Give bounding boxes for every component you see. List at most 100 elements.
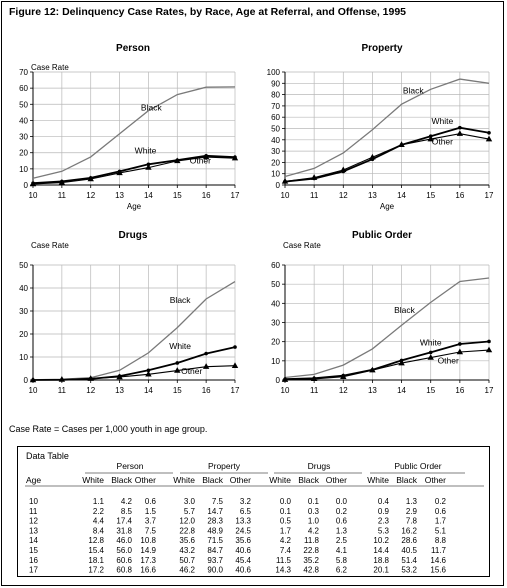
y-tick-label: 30 [19, 133, 28, 142]
data-point-other [485, 135, 493, 142]
table-cell: 5.3 [378, 526, 390, 535]
data-point-other [116, 373, 123, 380]
table-cell: 0.1 [280, 507, 292, 516]
table-cell: 16.2 [401, 526, 417, 535]
y-tick-label: 30 [19, 307, 28, 316]
table-cell-age: 10 [29, 497, 38, 506]
table-subheader: Other [425, 475, 446, 485]
table-cell: 12.8 [88, 536, 104, 545]
x-tick-label: 12 [86, 386, 95, 395]
table-subheader: White [269, 475, 291, 485]
table-cell: 51.4 [401, 556, 417, 565]
data-table-title: Data Table [26, 451, 69, 461]
data-point-other [231, 154, 239, 161]
table-cell: 18.1 [88, 556, 104, 565]
y-tick-label: 10 [271, 357, 280, 366]
table-subheader: White [367, 475, 389, 485]
table-cell: 2.3 [378, 517, 390, 526]
x-tick-label: 10 [281, 386, 290, 395]
table-cell: 3.2 [240, 497, 252, 506]
y-tick-label: 20 [271, 158, 280, 167]
table-cell: 1.7 [435, 517, 447, 526]
table-cell: 35.6 [235, 536, 251, 545]
x-tick-label: 11 [58, 191, 67, 200]
table-group-header: Public Order [394, 461, 441, 471]
table-cell: 0.6 [435, 507, 447, 516]
table-cell: 7.4 [280, 546, 292, 555]
x-tick-label: 14 [144, 191, 153, 200]
series-label: Other [181, 366, 202, 376]
table-group-header: Person [117, 461, 144, 471]
y-tick-label: 40 [271, 299, 280, 308]
x-tick-label: 13 [115, 386, 124, 395]
y-tick-label: 10 [19, 353, 28, 362]
x-tick-label: 17 [231, 191, 240, 200]
data-point-other [427, 354, 434, 360]
data-point-other [427, 135, 434, 142]
data-point-white [175, 361, 180, 365]
y-tick-label: 0 [24, 181, 29, 190]
x-tick-label: 14 [397, 386, 406, 395]
figure-title: Figure 12: Delinquency Case Rates, by Ra… [9, 6, 407, 18]
table-cell: 4.2 [280, 536, 292, 545]
table-cell: 46.0 [116, 536, 132, 545]
data-point-white [487, 339, 491, 344]
series-label: Other [190, 156, 211, 166]
x-tick-label: 12 [339, 191, 348, 200]
x-tick-label: 16 [455, 191, 464, 200]
table-cell: 42.8 [303, 566, 319, 575]
y-tick-label: 60 [271, 261, 280, 270]
data-point-other [369, 153, 376, 160]
table-cell: 15.4 [88, 546, 104, 555]
y-tick-label: 100 [267, 68, 281, 77]
data-point-other [145, 164, 152, 170]
table-cell: 90.0 [207, 566, 223, 575]
y-tick-label: 20 [271, 338, 280, 347]
data-point-white [458, 125, 462, 130]
table-cell: 43.2 [179, 546, 195, 555]
data-point-other [145, 370, 152, 377]
table-row: 13 8.4 31.8 7.5 22.8 48.9 24.5 1.7 4.2 1.3 5.3 16.2… [29, 526, 447, 535]
table-cell: 0.0 [336, 497, 348, 506]
series-line-other [32, 365, 236, 381]
series-label: White [420, 338, 442, 348]
data-point-other [231, 362, 239, 368]
table-cell: 93.7 [207, 556, 223, 565]
table-cell: 48.9 [207, 526, 223, 535]
table-cell: 18.8 [373, 556, 389, 565]
table-cell: 4.1 [336, 546, 348, 555]
x-axis-label: Age [127, 202, 142, 211]
table-cell-age: 12 [29, 517, 38, 526]
series-label: White [135, 146, 157, 156]
y-tick-label: 50 [19, 261, 28, 270]
data-point-other [281, 177, 289, 184]
table-cell: 15.6 [430, 566, 446, 575]
x-tick-label: 17 [485, 386, 494, 395]
table-cell: 6.2 [336, 566, 348, 575]
table-cell: 60.6 [116, 556, 132, 565]
series-line-white [32, 346, 236, 381]
series-line-black [32, 281, 236, 381]
series-label: Black [394, 305, 416, 315]
table-cell: 24.5 [235, 526, 251, 535]
table-cell: 28.3 [207, 517, 223, 526]
y-tick-label: 0 [276, 181, 281, 190]
table-cell: 45.4 [235, 556, 251, 565]
y-tick-label: 60 [19, 84, 28, 93]
data-point-other [281, 376, 289, 382]
table-cell: 2.9 [406, 507, 418, 516]
table-cell: 11.5 [276, 556, 292, 565]
x-tick-label: 14 [144, 386, 153, 395]
series-label: Black [141, 103, 163, 113]
y-tick-label: 90 [271, 79, 280, 88]
table-cell: 1.1 [93, 497, 105, 506]
x-tick-label: 13 [368, 191, 377, 200]
data-point-other [340, 166, 347, 173]
table-cell: 8.8 [435, 536, 447, 545]
table-cell: 8.4 [93, 526, 105, 535]
x-tick-label: 10 [29, 191, 38, 200]
